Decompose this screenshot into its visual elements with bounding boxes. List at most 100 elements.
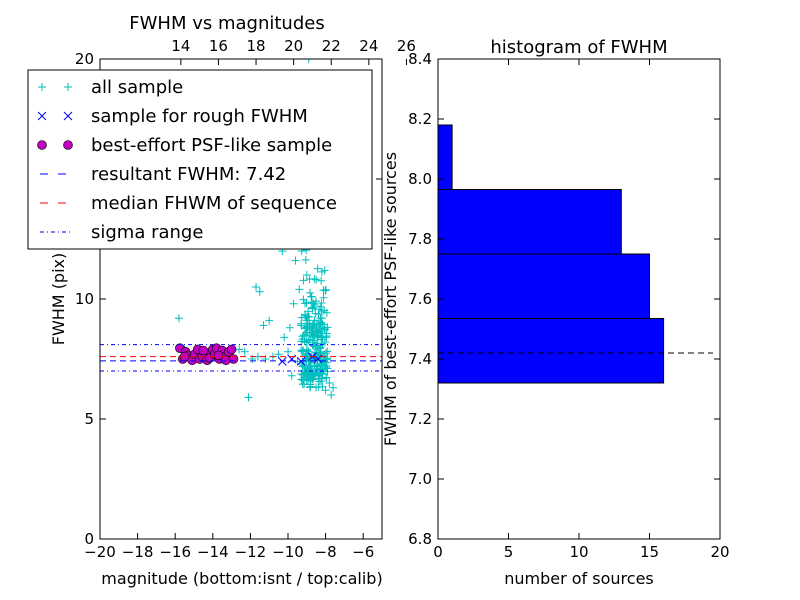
cluster-point — [320, 325, 329, 334]
data-point — [287, 371, 296, 380]
cluster-point — [299, 346, 308, 355]
data-point — [284, 347, 292, 356]
cluster-point — [318, 339, 327, 348]
legend: all sample sample for rough FWHM best-effo… — [27, 69, 373, 250]
x-tick-label: 20 — [710, 543, 729, 561]
x-tick-label: −16 — [159, 543, 191, 561]
legend-label: median FHWM of sequence — [91, 193, 337, 214]
y-tick-label: 8.4 — [408, 50, 432, 68]
data-point — [213, 350, 224, 361]
data-point — [228, 354, 239, 364]
top-x-tick-label: 18 — [246, 37, 265, 55]
right-x-axis-label: number of sources — [504, 569, 654, 588]
data-point — [327, 391, 336, 399]
legend-item: best-effort PSF-like sample — [37, 135, 332, 156]
legend-marker — [38, 83, 46, 91]
cluster-point — [307, 292, 316, 301]
data-point — [314, 328, 323, 337]
data-point — [314, 371, 323, 380]
y-tick-label: 7.8 — [408, 230, 432, 248]
legend-marker — [64, 83, 72, 91]
legend-item: median FHWM of sequence — [40, 193, 337, 214]
right-chart-title: histogram of FWHM — [490, 37, 667, 58]
x-tick-label: 0 — [433, 543, 443, 561]
legend-item: sigma range — [40, 222, 203, 243]
cluster-point — [322, 374, 331, 383]
data-point — [310, 338, 319, 347]
legend-label: sample for rough FWHM — [91, 106, 308, 127]
data-point — [302, 271, 311, 279]
fwhm-vs-magnitude-panel: −20 −18 −16 −14 −12 −10 −8 −6 14 16 18 20 22 24 26 0 5… — [27, 13, 416, 588]
x-tick-label: −8 — [315, 543, 337, 561]
left-x-axis-label: magnitude (bottom:isnt / top:calib) — [101, 569, 382, 588]
legend-label: best-effort PSF-like sample — [91, 135, 332, 156]
cluster-point — [301, 255, 310, 264]
data-point — [312, 275, 321, 284]
cluster-point — [319, 293, 328, 302]
y-tick-label: 10 — [75, 290, 94, 308]
cluster-point — [306, 288, 315, 297]
data-point — [265, 316, 274, 325]
x-tick-label: 5 — [504, 543, 514, 561]
cluster-point — [314, 310, 323, 319]
cluster-point — [311, 361, 320, 370]
right-y-axis: 6.8 7.0 7.2 7.4 7.6 7.8 8.0 8.2 8.4 — [408, 50, 720, 548]
cluster-point — [321, 363, 330, 372]
cluster-point — [309, 299, 318, 308]
cluster-point — [317, 299, 326, 308]
legend-label: sigma range — [91, 222, 203, 243]
top-x-tick-label: 20 — [284, 37, 303, 55]
x-tick-label: −10 — [272, 543, 304, 561]
data-point — [317, 314, 326, 323]
cluster-point — [302, 316, 311, 325]
data-point — [259, 321, 268, 330]
data-point — [255, 287, 264, 296]
left-top-x-axis: 14 16 18 20 22 24 26 — [171, 37, 416, 65]
legend-marker — [37, 140, 47, 150]
legend-label: resultant FWHM: 7.42 — [91, 164, 286, 185]
data-point — [304, 355, 313, 363]
left-data-layer — [174, 59, 338, 402]
cluster-point — [300, 299, 309, 308]
cluster-point — [305, 325, 314, 334]
top-x-tick-label: 14 — [171, 37, 190, 55]
data-point — [308, 304, 317, 313]
cluster-point — [317, 267, 326, 276]
histogram-bar — [437, 189, 622, 255]
cluster-point — [321, 286, 330, 295]
cluster-point — [322, 332, 331, 341]
x-tick-label: −14 — [197, 543, 229, 561]
data-point — [297, 321, 306, 330]
data-point — [321, 386, 330, 395]
cluster-point — [315, 371, 324, 380]
cluster-point — [299, 361, 308, 370]
x-tick-label: −6 — [352, 543, 374, 561]
data-point — [291, 256, 300, 265]
data-point — [300, 369, 309, 378]
y-tick-label: 7.4 — [408, 350, 432, 368]
cluster-point — [310, 274, 319, 283]
left-chart-title: FWHM vs magnitudes — [129, 13, 324, 34]
cluster-point — [315, 344, 324, 353]
right-y-axis-label: FWHM of best-effort PSF-like sources — [381, 152, 400, 446]
x-tick-label: −12 — [235, 543, 267, 561]
cluster-point — [302, 298, 311, 307]
cluster-point — [317, 276, 326, 285]
data-point — [235, 345, 244, 354]
cluster-point — [317, 333, 326, 342]
legend-item: sample for rough FWHM — [37, 106, 308, 127]
histogram-bar — [437, 124, 453, 190]
cluster-point — [301, 311, 310, 320]
y-tick-label: 5 — [84, 410, 94, 428]
data-point — [280, 333, 289, 342]
y-tick-label: 7.2 — [408, 410, 432, 428]
data-point — [285, 323, 294, 332]
cluster-point — [316, 302, 325, 311]
cluster-point — [312, 383, 321, 392]
data-point — [240, 347, 249, 356]
legend-label: all sample — [91, 77, 183, 98]
top-x-tick-label: 26 — [397, 37, 416, 55]
cluster-point — [321, 285, 330, 294]
top-x-tick-label: 24 — [359, 37, 378, 55]
